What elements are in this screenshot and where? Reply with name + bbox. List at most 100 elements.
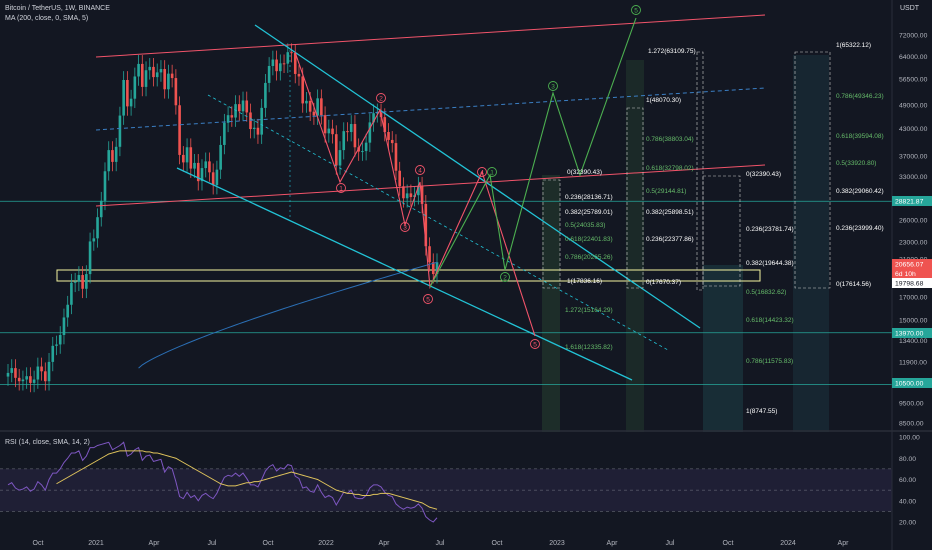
candle-body <box>185 147 189 163</box>
candle-body <box>92 238 96 242</box>
candle-body <box>215 169 219 186</box>
price-axis-tick: 43000.00 <box>899 126 928 133</box>
wave-label-circle <box>530 339 540 349</box>
fib-label-right: 0.382(29060.42) <box>836 188 884 195</box>
candle-body <box>25 376 28 380</box>
price-axis-tick: 33000.00 <box>899 174 928 181</box>
candle-body <box>353 124 357 148</box>
time-axis-tick: Oct <box>723 540 734 547</box>
time-axis-tick: Oct <box>492 540 503 547</box>
candle-body <box>36 366 40 380</box>
fib-label-left: 0(32390.43) <box>567 169 602 176</box>
time-axis-tick: 2024 <box>780 540 796 547</box>
price-axis-tick: 17000.00 <box>899 295 928 302</box>
rsi-axis-tick: 60.00 <box>899 477 916 484</box>
candle-body <box>230 115 234 118</box>
candle-body <box>342 131 346 151</box>
candle-body <box>111 150 114 162</box>
wave-label: 3 <box>403 225 407 232</box>
fib-label-right: 0.382(19644.38) <box>746 260 794 267</box>
inner-dashed-trend <box>207 94 669 351</box>
candle-body <box>383 117 387 133</box>
price-label-bg <box>892 278 932 288</box>
candle-body <box>66 304 69 318</box>
wave-label: 5 <box>426 297 430 304</box>
chart-title: Bitcoin / TetherUS, 1W, BINANCE <box>5 5 110 12</box>
candle-body <box>178 105 181 155</box>
wave-label-circle <box>477 167 487 177</box>
candle-body <box>368 122 372 143</box>
fib-label-left: 0.618(22401.83) <box>565 236 613 243</box>
wave-label: 1 <box>490 170 494 177</box>
descending-trendline-top <box>254 24 701 329</box>
rsi-axis-tick: 20.00 <box>899 520 916 527</box>
rsi-ma-line <box>56 450 438 510</box>
fib-label-left: 0.236(28136.71) <box>565 194 613 201</box>
currency-label: USDT <box>900 5 920 12</box>
candle-body <box>364 142 368 152</box>
wave-label: 4 <box>480 170 484 177</box>
price-label-bg <box>892 328 932 338</box>
candle-body <box>308 100 312 112</box>
candle-body <box>85 274 88 289</box>
candle-body <box>279 63 282 72</box>
fib-label-left: 0.786(38803.04) <box>646 136 694 143</box>
candle-body <box>182 154 185 163</box>
wave-label-circle <box>400 222 410 232</box>
candle-body <box>196 162 200 182</box>
candle-body <box>122 79 125 116</box>
ma200-line <box>138 261 438 369</box>
projection-zone-2 <box>626 60 644 432</box>
fib-label-right: 0.236(23999.40) <box>836 225 884 232</box>
fib-label-left: 0(17670.37) <box>646 279 681 286</box>
candle-body <box>431 262 435 275</box>
ma-indicator-label: MA (200, close, 0, SMA, 5) <box>5 15 89 22</box>
rsi-axis-tick: 80.00 <box>899 456 916 463</box>
fib-label-right: 0(32390.43) <box>746 171 781 178</box>
candle-body <box>305 100 308 104</box>
candle-body <box>390 139 394 144</box>
candle-body <box>260 107 263 135</box>
wave-label-circle <box>423 294 433 304</box>
candle-body <box>43 371 47 382</box>
candle-body <box>99 200 103 218</box>
wave-label: 3 <box>551 84 555 91</box>
time-axis-tick: Apr <box>838 540 850 547</box>
candle-body <box>293 53 297 74</box>
time-axis-tick: Apr <box>149 540 161 547</box>
candle-body <box>286 52 290 64</box>
candle-body <box>107 150 111 172</box>
time-axis-tick: Apr <box>607 540 619 547</box>
wave-label-circle <box>376 93 386 103</box>
candle-body <box>312 111 316 116</box>
candle-body <box>148 66 152 71</box>
candle-body <box>241 100 245 112</box>
projection-box-dashed <box>626 107 644 289</box>
fib-label-left: 1.272(63109.75) <box>648 48 696 55</box>
candle-body <box>144 70 148 87</box>
candle-body <box>252 127 256 130</box>
fib-label-left: 0.786(20265.26) <box>565 254 613 261</box>
candle-body <box>361 151 364 153</box>
candle-body <box>170 73 174 79</box>
candle-body <box>29 376 32 383</box>
rsi-line <box>7 441 438 523</box>
projection-box-dashed <box>696 51 704 291</box>
wave-label: 1 <box>339 186 343 193</box>
candle-body <box>88 241 92 275</box>
candle-body <box>189 147 193 169</box>
candle-body <box>346 131 349 133</box>
candle-body <box>275 59 278 72</box>
candle-body <box>96 217 99 239</box>
rsi-panel[interactable]: RSI (14, close, SMA, 14, 2) 100.00 80.00 60… <box>0 432 932 550</box>
price-label-bg <box>892 196 932 206</box>
rsi-axis-tick: 100.00 <box>899 435 920 442</box>
price-axis-tick: 56500.00 <box>899 77 928 84</box>
candle-body <box>402 186 405 199</box>
price-axis-tick: 23000.00 <box>899 240 928 247</box>
fib-label-left: 1.272(15164.29) <box>565 307 613 314</box>
candle-body <box>394 143 398 171</box>
candle-body <box>334 134 338 166</box>
wave-label-circle <box>415 165 425 175</box>
